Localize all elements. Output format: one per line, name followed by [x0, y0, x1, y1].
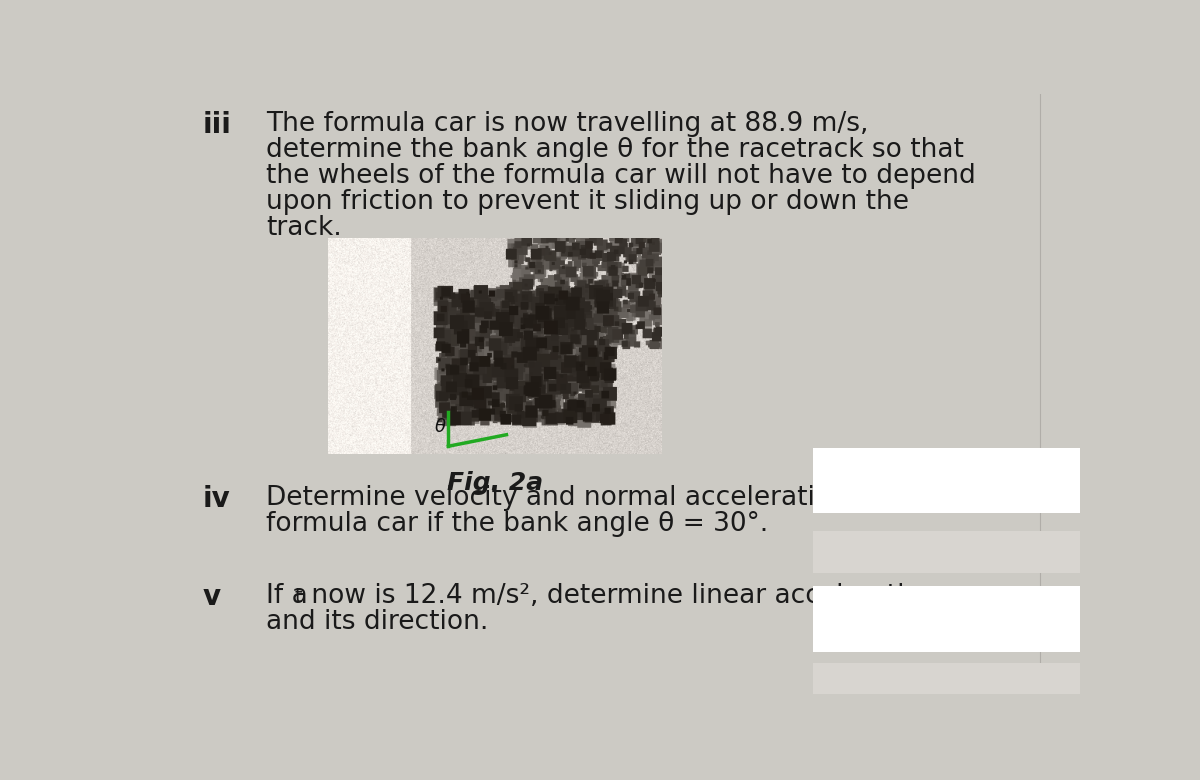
Text: iii: iii [203, 111, 232, 139]
Text: and its direction.: and its direction. [266, 608, 488, 635]
Text: If a: If a [266, 583, 308, 608]
Text: now is 12.4 m/s², determine linear acceleration: now is 12.4 m/s², determine linear accel… [302, 583, 937, 608]
Text: Fig. 2a: Fig. 2a [446, 471, 542, 495]
Text: upon friction to prevent it sliding up or down the: upon friction to prevent it sliding up o… [266, 189, 910, 215]
Text: t: t [295, 587, 302, 606]
Text: Determine velocity and normal acceleration of the: Determine velocity and normal accelerati… [266, 484, 934, 511]
Text: the wheels of the formula car will not have to depend: the wheels of the formula car will not h… [266, 163, 976, 189]
Text: The formula car is now travelling at 88.9 m/s,: The formula car is now travelling at 88.… [266, 111, 869, 136]
Text: determine the bank angle θ for the racetrack so that: determine the bank angle θ for the racet… [266, 136, 964, 163]
Text: v: v [203, 583, 221, 611]
Bar [812, 587, 1080, 652]
Bar [812, 664, 1080, 694]
Text: iv: iv [203, 484, 230, 512]
Text: track.: track. [266, 215, 342, 241]
Bar [812, 448, 1080, 513]
Text: θ: θ [434, 418, 445, 436]
Bar [812, 531, 1080, 573]
Text: formula car if the bank angle θ = 30°.: formula car if the bank angle θ = 30°. [266, 511, 768, 537]
